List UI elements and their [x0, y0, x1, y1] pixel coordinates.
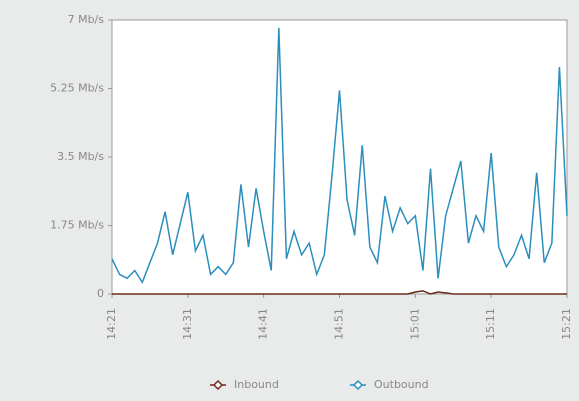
y-tick-label: 0	[97, 287, 104, 300]
series-line	[111, 27, 568, 284]
y-tick-label: 5.25 Mb/s	[50, 82, 104, 95]
legend-label: Inbound	[234, 378, 279, 391]
x-tick-label: 15:11	[484, 308, 497, 340]
plot-area	[111, 19, 568, 295]
x-tick-label: 14:21	[105, 308, 118, 340]
y-tick-label: 7 Mb/s	[68, 13, 105, 26]
series-line	[112, 290, 567, 295]
x-tick-label: 15:21	[560, 308, 573, 340]
x-tick-label: 15:01	[408, 308, 421, 340]
legend-marker	[212, 379, 224, 391]
x-tick-label: 14:51	[333, 308, 346, 340]
x-tick-label: 14:31	[181, 308, 194, 340]
y-tick-label: 1.75 Mb/s	[50, 219, 104, 232]
y-tick-label: 3.5 Mb/s	[57, 150, 104, 163]
legend-label: Outbound	[374, 378, 429, 391]
x-tick-label: 14:41	[257, 308, 270, 340]
legend-marker	[352, 379, 364, 391]
